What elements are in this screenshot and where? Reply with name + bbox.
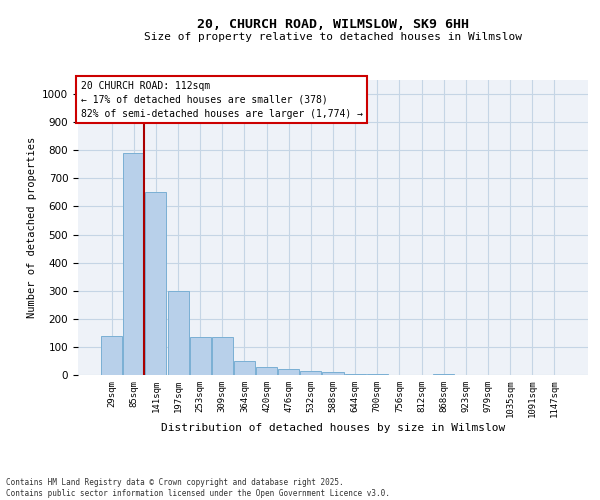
X-axis label: Distribution of detached houses by size in Wilmslow: Distribution of detached houses by size …	[161, 423, 505, 433]
Bar	[367, 374, 388, 375]
Bar	[344, 374, 365, 375]
Bar	[256, 366, 277, 375]
Text: 20 CHURCH ROAD: 112sqm
← 17% of detached houses are smaller (378)
82% of semi-de: 20 CHURCH ROAD: 112sqm ← 17% of detached…	[80, 80, 362, 118]
Bar	[167, 290, 188, 375]
Bar	[212, 337, 233, 375]
Bar	[322, 372, 344, 375]
Text: Contains HM Land Registry data © Crown copyright and database right 2025.
Contai: Contains HM Land Registry data © Crown c…	[6, 478, 390, 498]
Bar	[190, 337, 211, 375]
Bar	[145, 192, 166, 375]
Text: 20, CHURCH ROAD, WILMSLOW, SK9 6HH: 20, CHURCH ROAD, WILMSLOW, SK9 6HH	[197, 18, 469, 30]
Bar	[101, 336, 122, 375]
Bar	[124, 153, 145, 375]
Bar	[278, 370, 299, 375]
Bar	[234, 361, 255, 375]
Bar	[301, 371, 322, 375]
Text: Size of property relative to detached houses in Wilmslow: Size of property relative to detached ho…	[144, 32, 522, 42]
Bar	[433, 374, 454, 375]
Y-axis label: Number of detached properties: Number of detached properties	[26, 137, 37, 318]
